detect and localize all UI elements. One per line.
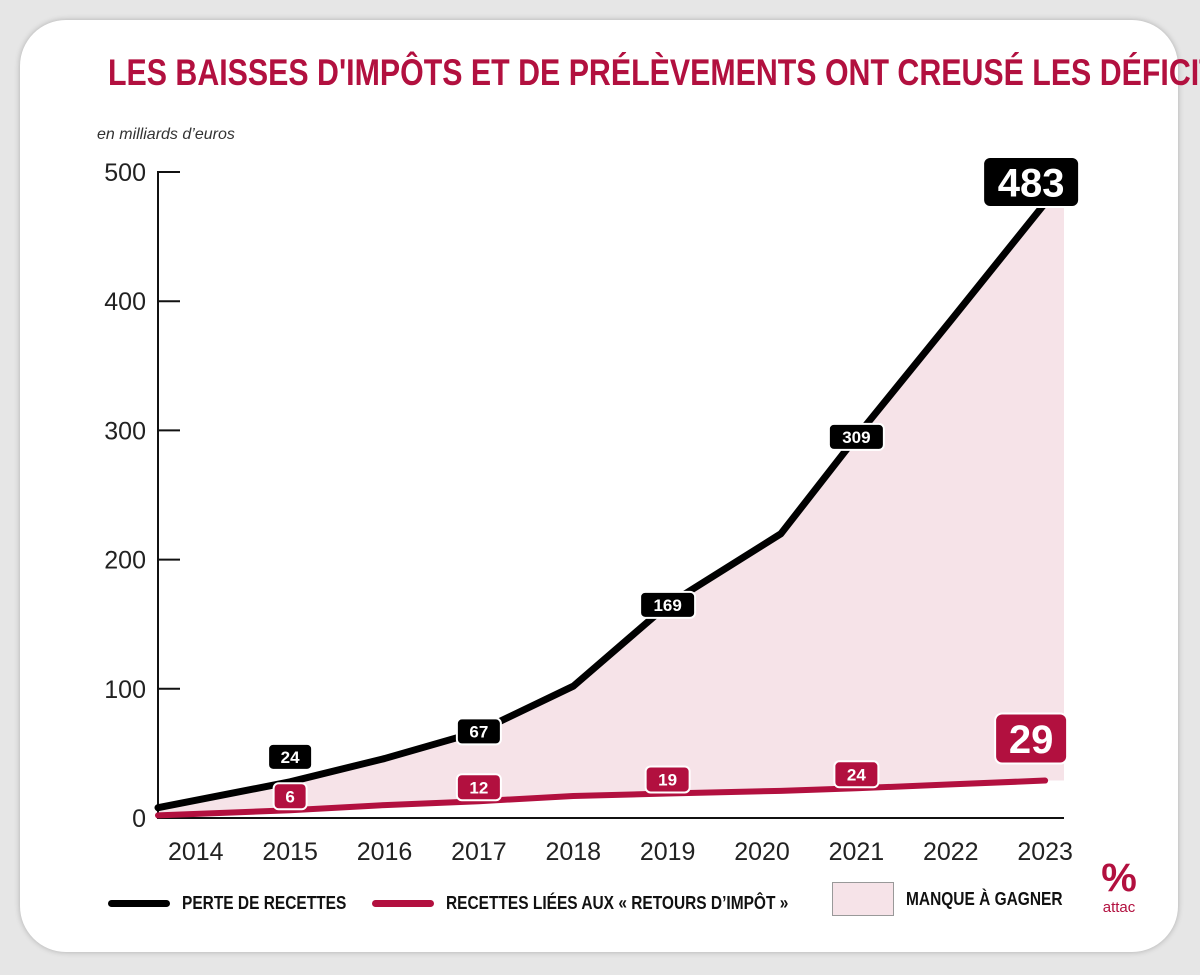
y-tick-label: 400 <box>104 288 146 316</box>
x-tick-label: 2014 <box>168 838 224 866</box>
label-recettes-6-text: 6 <box>285 787 294 806</box>
label-recettes-24-badge <box>833 760 880 789</box>
legend-swatch-red-line <box>372 899 434 907</box>
x-tick-label: 2018 <box>545 838 601 866</box>
label-perte-169-badge <box>639 590 697 619</box>
series-line-perte <box>154 199 1049 812</box>
legend-swatch-area <box>832 882 894 916</box>
label-recettes-29-text: 29 <box>1009 718 1054 762</box>
label-perte-309-text: 309 <box>842 428 870 447</box>
label-recettes-19-text: 19 <box>658 771 677 790</box>
series-line-recettes <box>155 777 1049 819</box>
label-recettes-24-text: 24 <box>847 765 866 784</box>
label-perte-169-text: 169 <box>653 596 681 615</box>
x-tick-label: 2016 <box>357 838 413 866</box>
y-tick-label: 200 <box>104 547 146 575</box>
y-tick-label: 100 <box>104 676 146 704</box>
y-tick-label: 500 <box>104 159 146 187</box>
label-perte-24-text: 24 <box>281 748 300 767</box>
label-perte-67-badge <box>455 717 502 746</box>
unit-label: en milliards d’euros <box>97 126 235 143</box>
label-perte-24-badge <box>267 742 314 771</box>
legend-item-manque: MANQUE À GAGNER <box>832 882 1088 916</box>
label-recettes-29-badge <box>994 712 1069 765</box>
logo-name: attac <box>1102 899 1136 916</box>
legend-swatch-black-line <box>108 899 170 907</box>
legend-label-recettes: RECETTES LIÉES AUX « RETOURS D’IMPÔT » <box>446 892 789 913</box>
x-tick-label: 2019 <box>640 838 696 866</box>
label-perte-67-text: 67 <box>469 723 488 742</box>
x-tick-label: 2015 <box>262 838 318 866</box>
chart-title: LES BAISSES D'IMPÔTS ET DE PRÉLÈVEMENTS … <box>108 52 1200 93</box>
x-tick-label: 2020 <box>734 838 790 866</box>
label-recettes-19-badge <box>644 765 691 794</box>
area-manque-a-gagner <box>158 203 1064 816</box>
attac-logo: % attac <box>1094 856 1144 922</box>
label-recettes-12-badge <box>455 773 502 802</box>
label-perte-483-badge <box>982 156 1081 209</box>
legend-item-perte: PERTE DE RECETTES <box>108 888 373 918</box>
x-tick-label: 2023 <box>1017 838 1073 866</box>
label-recettes-12-text: 12 <box>469 778 488 797</box>
y-tick-label: 300 <box>104 417 146 445</box>
legend-label-perte: PERTE DE RECETTES <box>182 892 347 913</box>
label-perte-309-badge <box>827 422 885 451</box>
legend-label-manque: MANQUE À GAGNER <box>906 888 1063 909</box>
x-tick-label: 2017 <box>451 838 507 866</box>
label-perte-483-text: 483 <box>998 161 1065 205</box>
label-recettes-6-badge <box>272 782 308 811</box>
legend-item-recettes: RECETTES LIÉES AUX « RETOURS D’IMPÔT » <box>372 888 844 918</box>
x-tick-label: 2021 <box>829 838 885 866</box>
logo-percent-symbol: % <box>1101 856 1137 900</box>
y-tick-label: 0 <box>132 805 146 833</box>
x-tick-label: 2022 <box>923 838 979 866</box>
